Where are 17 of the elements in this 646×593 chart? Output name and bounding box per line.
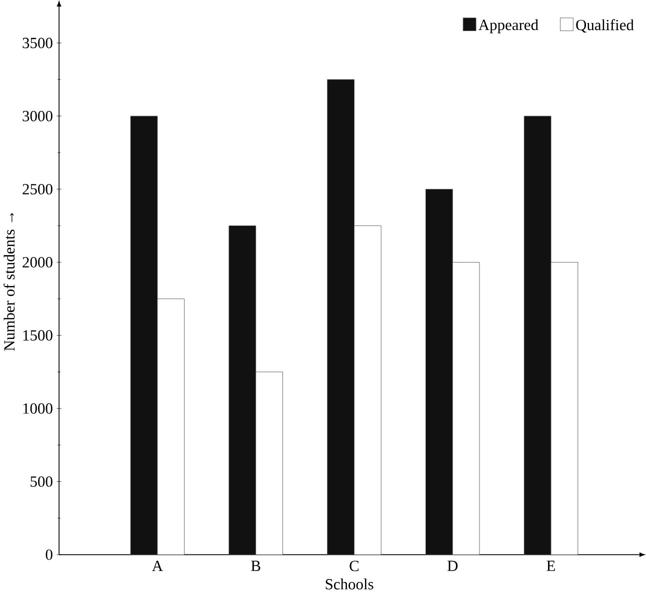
y-tick-label: 1000: [23, 403, 52, 414]
legend-label: Qualified: [576, 19, 634, 33]
y-axis-title: Number of students →: [4, 212, 15, 351]
x-tick-label: B: [251, 560, 260, 571]
x-tick-label: D: [447, 560, 458, 571]
x-tick-label: E: [546, 560, 555, 571]
y-tick-label: 500: [30, 476, 52, 487]
y-tick-label: 1500: [23, 330, 52, 341]
y-tick-label: 3000: [22, 110, 52, 122]
x-tick-label: A: [152, 560, 163, 571]
x-axis-title: Schools: [326, 578, 374, 590]
y-tick-label: 0: [46, 549, 52, 560]
y-tick-label: 2500: [22, 184, 52, 194]
legend-label: Appeared: [478, 19, 538, 34]
y-tick-label: 3500: [22, 38, 52, 48]
y-tick-label: 2000: [22, 257, 52, 268]
x-tick-label: C: [350, 560, 359, 572]
